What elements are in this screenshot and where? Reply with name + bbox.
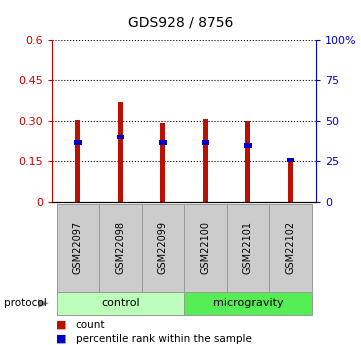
Text: GSM22097: GSM22097 bbox=[73, 221, 83, 274]
Bar bbox=[245, 121, 251, 202]
Text: GSM22102: GSM22102 bbox=[286, 221, 295, 274]
Bar bbox=[203, 119, 208, 202]
FancyBboxPatch shape bbox=[184, 292, 312, 315]
Bar bbox=[287, 158, 294, 162]
Bar bbox=[201, 140, 209, 145]
Bar bbox=[160, 123, 165, 202]
FancyBboxPatch shape bbox=[99, 204, 142, 292]
Bar bbox=[75, 120, 81, 202]
Text: GSM22101: GSM22101 bbox=[243, 221, 253, 274]
Bar bbox=[74, 140, 82, 145]
Text: control: control bbox=[101, 298, 140, 308]
Text: microgravity: microgravity bbox=[213, 298, 283, 308]
Bar bbox=[118, 102, 123, 202]
FancyBboxPatch shape bbox=[184, 204, 227, 292]
FancyBboxPatch shape bbox=[227, 204, 269, 292]
Text: GSM22100: GSM22100 bbox=[200, 221, 210, 274]
FancyBboxPatch shape bbox=[57, 204, 99, 292]
FancyBboxPatch shape bbox=[142, 204, 184, 292]
Text: protocol: protocol bbox=[4, 298, 46, 308]
FancyBboxPatch shape bbox=[269, 204, 312, 292]
Bar bbox=[159, 140, 167, 145]
Bar bbox=[117, 135, 124, 139]
Text: ■: ■ bbox=[56, 334, 66, 344]
Text: count: count bbox=[76, 320, 105, 330]
Text: percentile rank within the sample: percentile rank within the sample bbox=[76, 334, 252, 344]
Polygon shape bbox=[38, 299, 49, 308]
Bar bbox=[244, 142, 252, 148]
Text: ■: ■ bbox=[56, 320, 66, 330]
Text: GDS928 / 8756: GDS928 / 8756 bbox=[128, 16, 233, 30]
Bar bbox=[288, 160, 293, 202]
Text: GSM22099: GSM22099 bbox=[158, 221, 168, 274]
Text: GSM22098: GSM22098 bbox=[116, 221, 125, 274]
FancyBboxPatch shape bbox=[57, 292, 184, 315]
